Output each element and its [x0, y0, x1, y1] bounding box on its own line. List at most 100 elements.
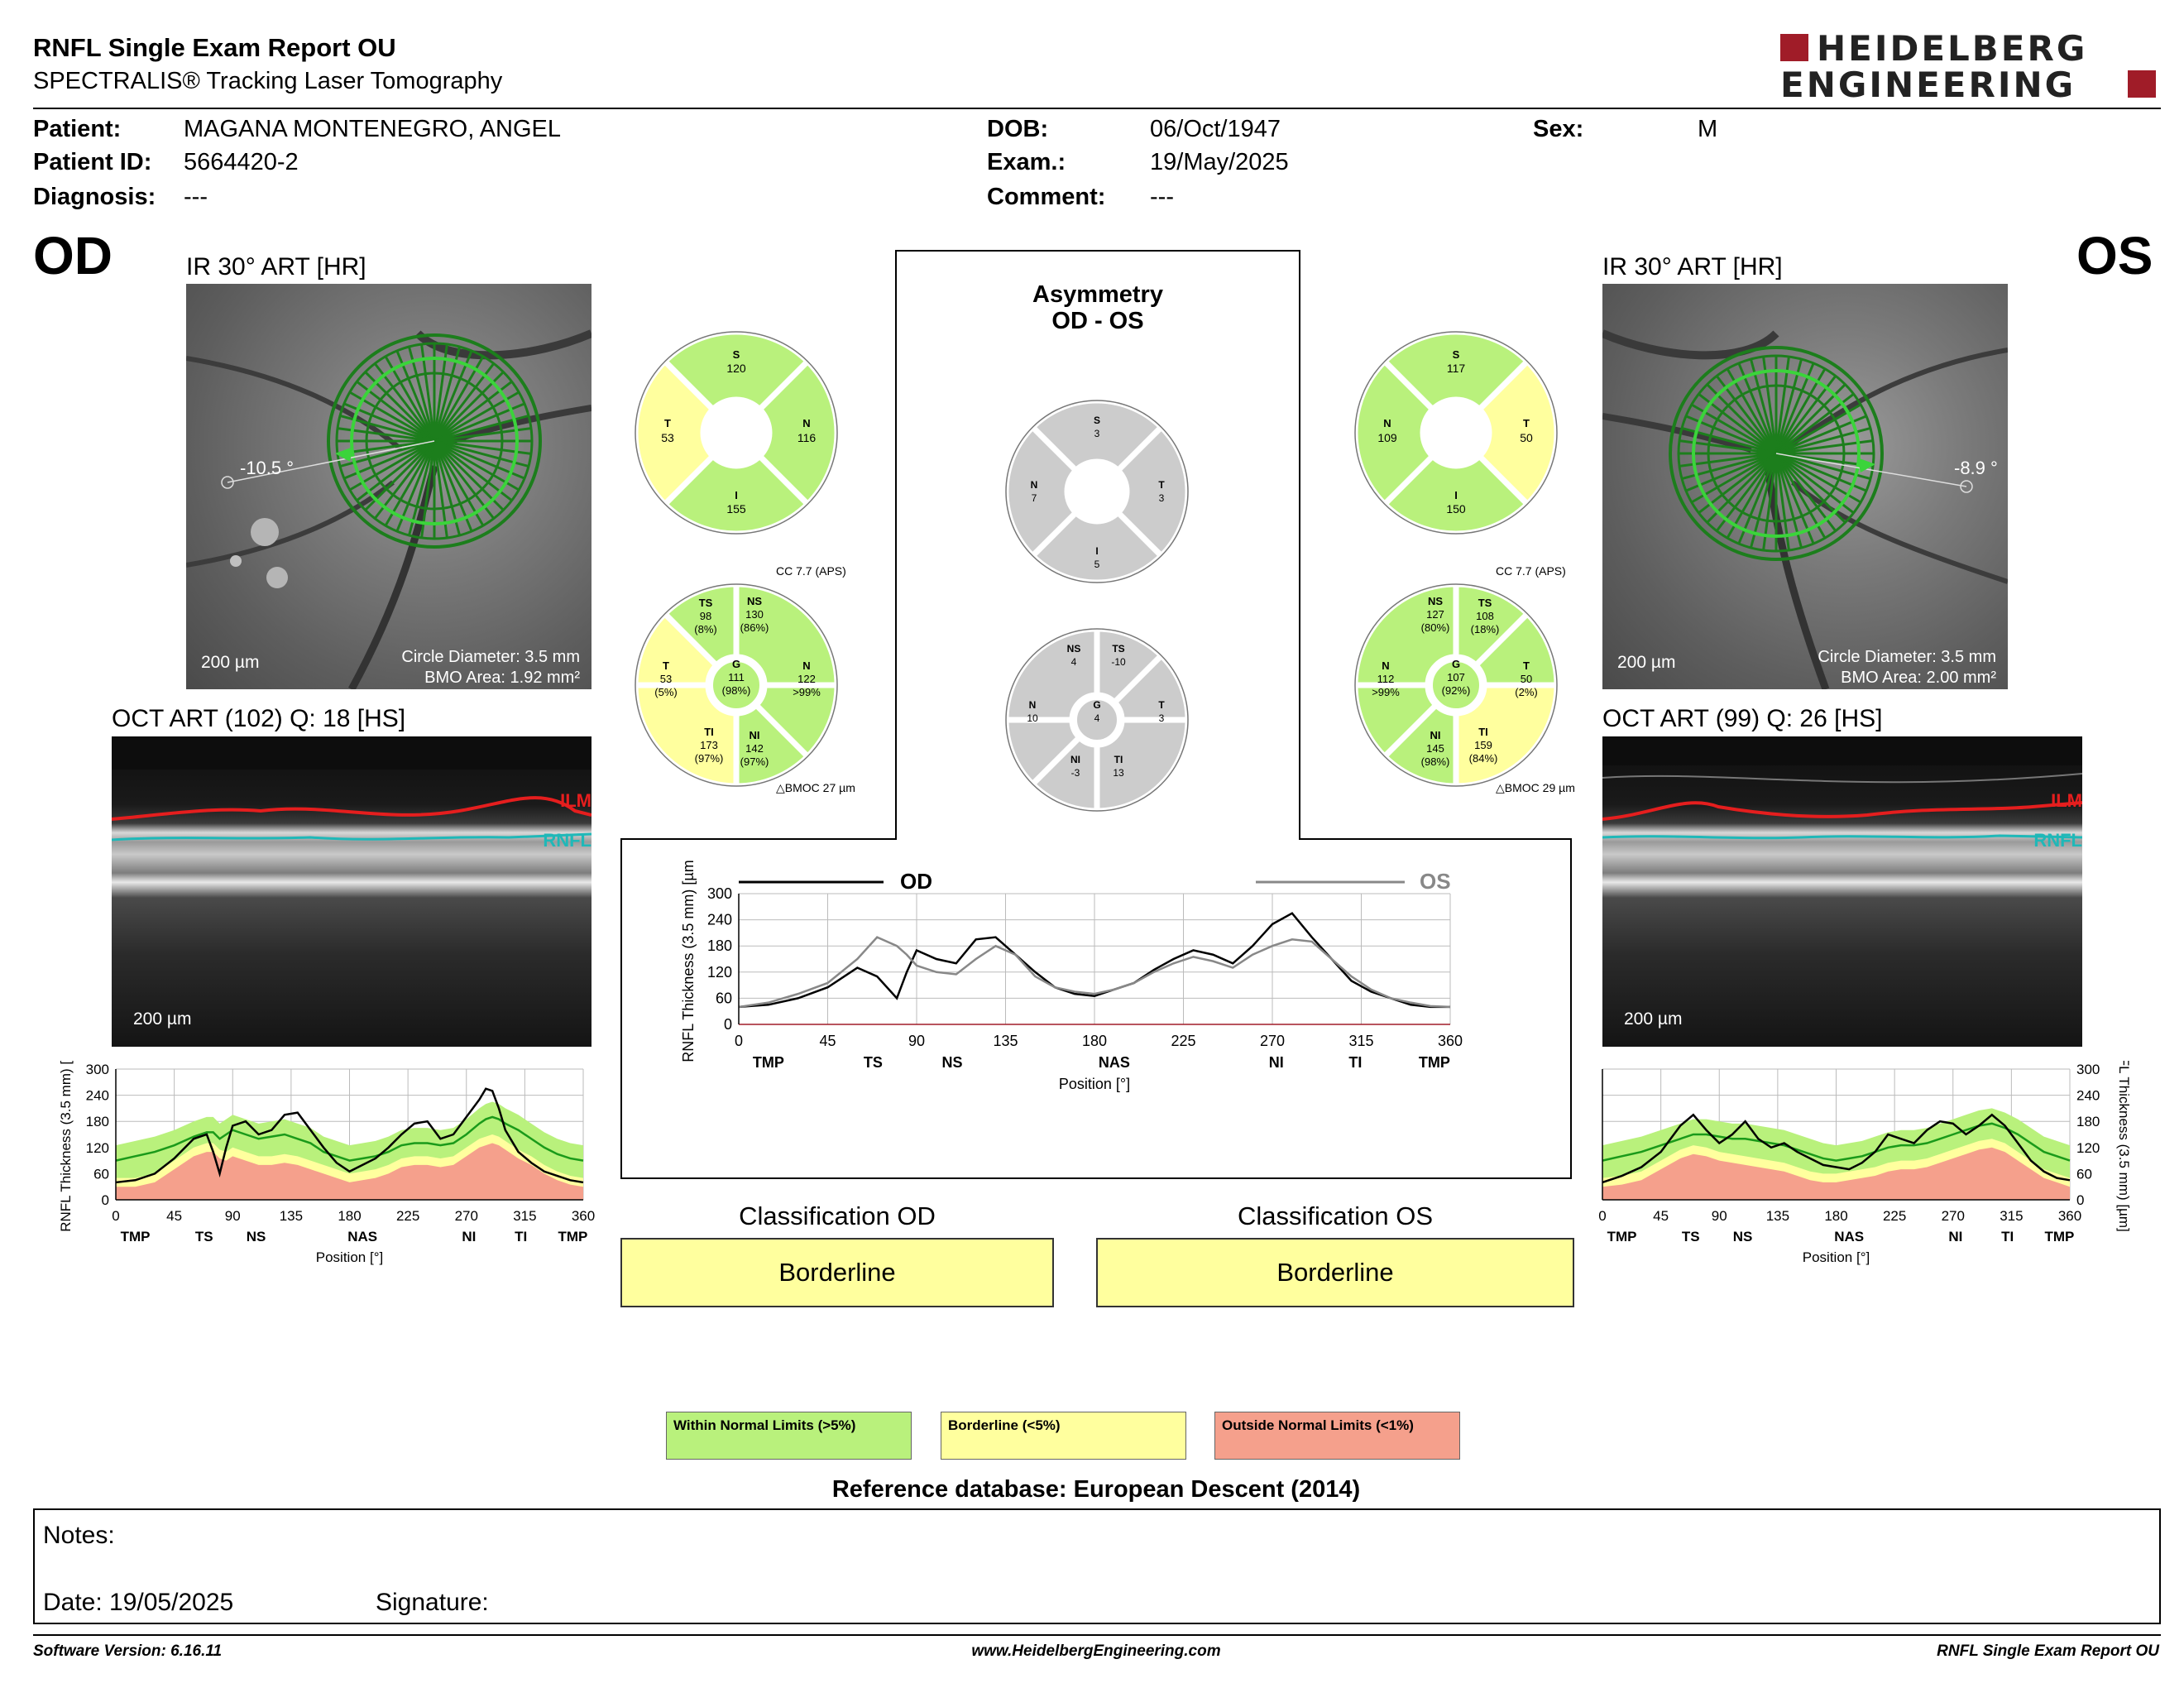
x-tick-label: 90 — [225, 1208, 241, 1224]
x-tick-label: 315 — [2000, 1208, 2023, 1224]
od-s6-ts-label: TS — [699, 597, 713, 609]
asym-i-value: 5 — [1094, 559, 1100, 570]
sector6-global — [710, 659, 763, 712]
od-s6-n-label: N — [802, 659, 810, 672]
notes-box[interactable]: Notes: Date: 19/05/2025 Signature: — [33, 1508, 2161, 1624]
comparison-panel-gap — [897, 838, 1299, 842]
asym6-ts-label: TS — [1112, 643, 1124, 655]
comment-value: --- — [1150, 184, 1174, 210]
patient-id-value: 5664420-2 — [184, 149, 299, 175]
asym-t-value: 3 — [1159, 492, 1165, 504]
os-ilm-label: ILM — [2051, 790, 2082, 811]
od-sector-i-value: 155 — [726, 502, 746, 516]
legend-normal: Within Normal Limits (>5%) — [666, 1412, 912, 1460]
os-s6-ns-value: 127 — [1426, 608, 1444, 621]
x-axis-label: Position [°] — [1059, 1076, 1130, 1092]
asymmetry-title: Asymmetry — [1032, 281, 1163, 308]
asymmetry-subtitle: OD - OS — [1051, 308, 1144, 334]
asymmetry-sector6-group — [1004, 627, 1190, 813]
os-sector-n-label: N — [1383, 417, 1391, 429]
os-s6-ts-value: 108 — [1476, 610, 1494, 622]
classification-os-box: Borderline — [1096, 1238, 1574, 1307]
sector-tick-label: TS — [195, 1229, 213, 1244]
od-s6-g-value: 111 — [728, 671, 745, 683]
os-s6-n-pct: >99% — [1372, 686, 1400, 698]
os-s6-g-value: 107 — [1447, 671, 1465, 683]
sector6-outline — [635, 583, 838, 787]
od-oct-scale: 200 µm — [133, 1009, 192, 1029]
asym-n-label: N — [1031, 479, 1038, 491]
os-eye-label: OS — [2076, 226, 2153, 285]
os-s6-g-pct: (92%) — [1442, 684, 1471, 697]
od-s6-g-pct: (98%) — [722, 684, 751, 697]
od-sector-s-label: S — [733, 348, 740, 361]
os-angle-label: -8.9 ° — [1954, 458, 1998, 478]
sector-tick-label: NI — [1948, 1229, 1962, 1244]
x-tick-label: 225 — [396, 1208, 419, 1224]
od-oct-image: ILM RNFL 200 µm — [112, 736, 592, 1047]
y-tick-label: 240 — [2076, 1088, 2100, 1104]
y-tick-label: 240 — [707, 912, 732, 928]
logo-line2: ENGINEERING — [1780, 65, 2076, 105]
x-tick-label: 225 — [1171, 1033, 1195, 1049]
os-sector-s-label: S — [1453, 348, 1460, 361]
os-s6-t-value: 50 — [1521, 673, 1532, 685]
asym6-t-value: 3 — [1159, 712, 1165, 724]
x-axis-label: Position [°] — [1803, 1249, 1870, 1265]
asym6-n-label: N — [1029, 699, 1037, 711]
od-s6-t-label: T — [663, 659, 669, 672]
asym6-ts-value: -10 — [1111, 656, 1126, 668]
os-rnfl-label: RNFL — [2033, 830, 2082, 851]
os-oct-image: ILM RNFL 200 µm — [1602, 736, 2082, 1047]
x-tick-label: 45 — [166, 1208, 182, 1224]
sector-tick-label: NS — [247, 1229, 266, 1244]
patient-label: Patient: — [33, 116, 122, 142]
os-s6-ti-pct: (84%) — [1469, 752, 1498, 765]
series-line-1 — [738, 936, 1451, 1009]
x-tick-label: 180 — [338, 1208, 361, 1224]
asymmetry-panel — [895, 250, 1300, 839]
os-s6-ti-value: 159 — [1474, 739, 1492, 751]
classification-os-title: Classification OS — [1237, 1201, 1434, 1230]
sector-tick-label: NAS — [1099, 1054, 1130, 1071]
website-link[interactable]: www.HeidelbergEngineering.com — [971, 1642, 1221, 1660]
x-tick-label: 270 — [1942, 1208, 1965, 1224]
od-sector6-chart: TS 98 (8%) NS 130 (86%) T 53 (5%) G 111 … — [633, 582, 840, 789]
asym6-ni-value: -3 — [1071, 767, 1080, 779]
sector6-global — [1074, 697, 1120, 743]
od-sector-n-label: N — [802, 417, 810, 429]
od-fundus-image: -10.5 ° 200 µm Circle Diameter: 3.5 mm B… — [186, 284, 592, 689]
x-tick-label: 45 — [1653, 1208, 1669, 1224]
os-sector-s-value: 117 — [1447, 362, 1466, 375]
asym6-g-value: 4 — [1094, 712, 1100, 724]
od-oct-title: OCT ART (102) Q: 18 [HS] — [112, 705, 406, 732]
sector-tick-label: TI — [2001, 1229, 2014, 1244]
od-scale-label: 200 µm — [201, 653, 260, 672]
asymmetry-sector-chart: S 3 N 7 T 3 I 5 — [1004, 399, 1190, 585]
os-oct-scale: 200 µm — [1624, 1009, 1683, 1029]
notes-label: Notes: — [43, 1522, 115, 1549]
classification-od-box: Borderline — [620, 1238, 1054, 1307]
x-tick-label: 90 — [908, 1033, 925, 1049]
os-s6-n-value: 112 — [1377, 673, 1395, 685]
od-cc-label: CC 7.7 (APS) — [776, 564, 846, 578]
od-rnfl-label: RNFL — [543, 830, 592, 851]
asym-i-label: I — [1095, 545, 1098, 557]
x-tick-label: 315 — [1348, 1033, 1373, 1049]
diagnosis-value: --- — [184, 184, 208, 210]
y-axis-label: RNFL Thickness (3.5 mm) [µm] — [2116, 1061, 2132, 1232]
os-sector-n-value: 109 — [1377, 431, 1397, 444]
os-s6-g-label: G — [1452, 658, 1460, 670]
asym6-ti-label: TI — [1114, 754, 1123, 765]
y-tick-label: 180 — [86, 1114, 109, 1129]
x-tick-label: 0 — [112, 1208, 119, 1224]
sex-label: Sex: — [1533, 116, 1584, 142]
y-axis-label: RNFL Thickness (3.5 mm) [µm] — [680, 861, 697, 1062]
sector-tick-label: NI — [1269, 1054, 1284, 1071]
od-sector-i-label: I — [735, 489, 738, 501]
y-axis-label: RNFL Thickness (3.5 mm) [µm] — [58, 1061, 74, 1232]
x-tick-label: 180 — [1824, 1208, 1847, 1224]
od-sector-t-value: 53 — [661, 431, 674, 444]
logo-line1: HEIDELBERG — [1817, 28, 2088, 69]
os-sector-t-label: T — [1523, 417, 1530, 429]
